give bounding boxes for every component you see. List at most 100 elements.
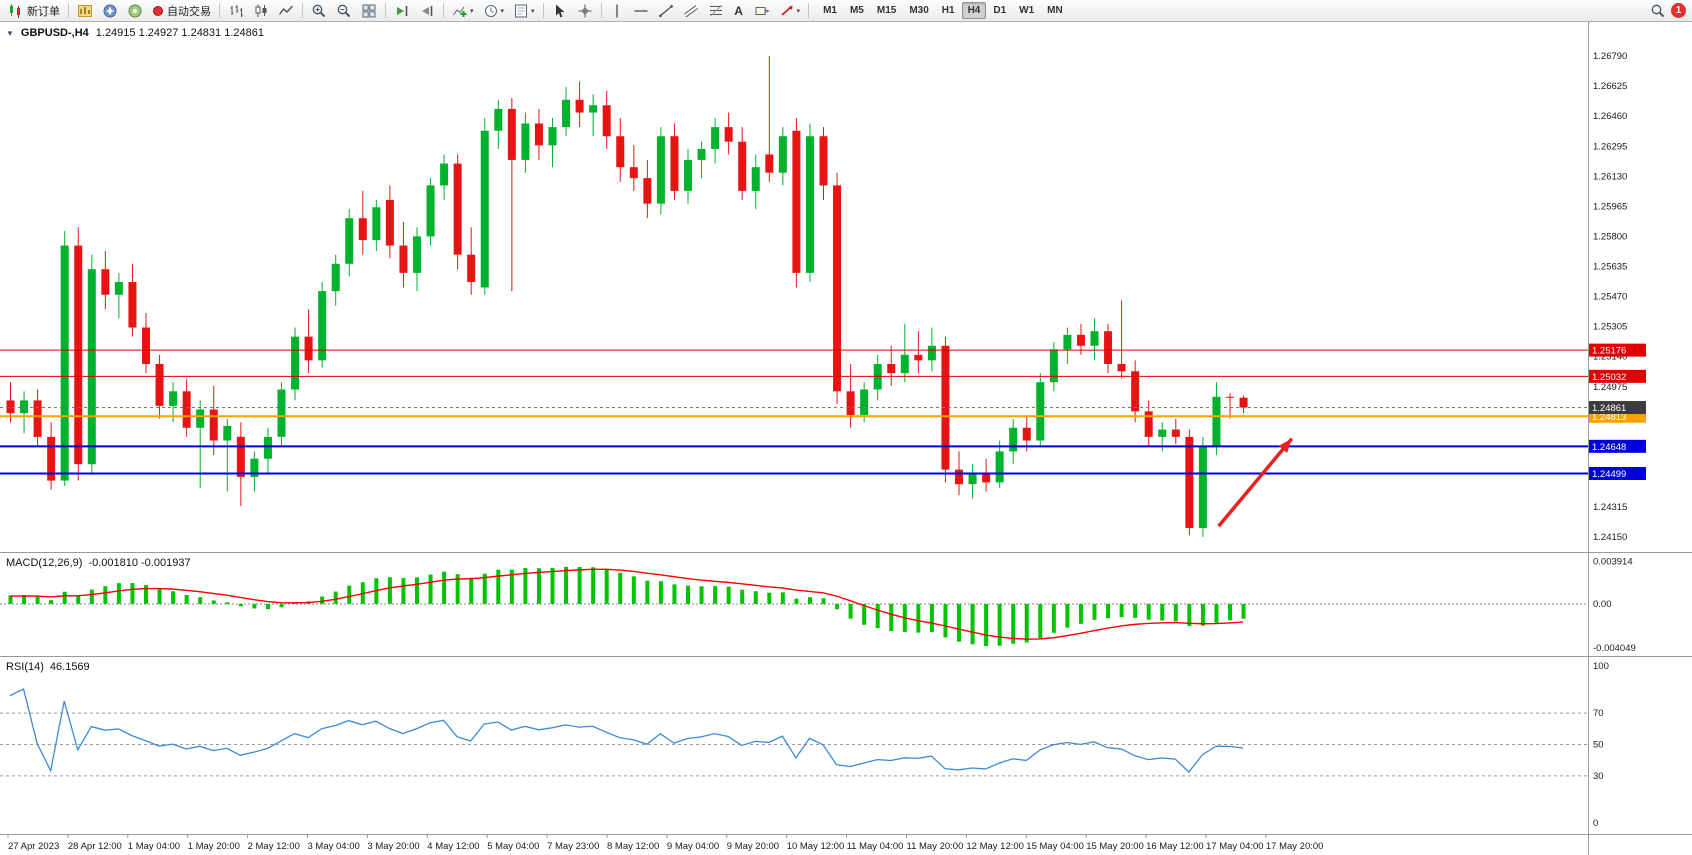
periods-button[interactable]: ▾ bbox=[479, 1, 509, 21]
arrow-tool-icon bbox=[780, 5, 793, 16]
svg-text:1.25965: 1.25965 bbox=[1593, 201, 1627, 212]
arrow-annotation[interactable] bbox=[1217, 437, 1294, 528]
navigator-icon bbox=[103, 4, 117, 17]
bar-chart-button[interactable] bbox=[224, 1, 248, 21]
candle bbox=[263, 427, 272, 474]
svg-text:28 Apr 12:00: 28 Apr 12:00 bbox=[68, 841, 122, 852]
templates-icon bbox=[515, 4, 528, 17]
new-order-label: 新订单 bbox=[27, 5, 60, 18]
periods-clock-icon bbox=[484, 4, 497, 17]
timeframe-w1[interactable]: W1 bbox=[1019, 5, 1035, 16]
candle bbox=[223, 418, 232, 492]
candle bbox=[982, 458, 991, 492]
market-watch-button[interactable] bbox=[73, 1, 97, 21]
chart-shift-button[interactable] bbox=[415, 1, 439, 21]
timeframe-h4[interactable]: H4 bbox=[961, 2, 987, 19]
line-chart-button[interactable] bbox=[274, 1, 298, 21]
svg-text:15 May 20:00: 15 May 20:00 bbox=[1086, 841, 1144, 852]
svg-text:1.25140: 1.25140 bbox=[1593, 352, 1627, 363]
timeframe-m15[interactable]: M15 bbox=[876, 5, 897, 16]
line-chart-icon bbox=[278, 5, 294, 15]
candle bbox=[372, 200, 381, 252]
candle bbox=[575, 81, 584, 128]
templates-button[interactable]: ▾ bbox=[509, 1, 539, 21]
timeframe-m1[interactable]: M1 bbox=[823, 5, 837, 16]
timeframe-h1[interactable]: H1 bbox=[941, 5, 955, 16]
svg-text:3 May 20:00: 3 May 20:00 bbox=[367, 841, 419, 852]
candle bbox=[534, 108, 543, 160]
candle bbox=[1131, 360, 1140, 423]
candle bbox=[819, 127, 828, 201]
one-click-trading-toggle[interactable]: ▼ bbox=[6, 28, 14, 38]
zoom-in-icon bbox=[312, 4, 326, 17]
auto-trading-status-icon bbox=[153, 5, 163, 16]
macd-label: MACD(12,26,9) -0.001810 -0.001937 bbox=[6, 557, 191, 569]
candle bbox=[1239, 395, 1248, 413]
fibonacci-button[interactable] bbox=[704, 1, 728, 21]
candle bbox=[711, 118, 720, 164]
svg-text:15 May 04:00: 15 May 04:00 bbox=[1026, 841, 1084, 852]
toolbar-separator bbox=[808, 3, 810, 18]
time-axis[interactable]: 27 Apr 2023 28 Apr 12:00 1 May 04:00 1 May … bbox=[7, 835, 1323, 852]
candle bbox=[453, 154, 462, 270]
horizontal-line-button[interactable] bbox=[629, 1, 653, 21]
candle bbox=[562, 87, 571, 137]
candle bbox=[995, 440, 1004, 488]
cursor-button[interactable] bbox=[548, 1, 572, 21]
candle bbox=[142, 312, 150, 374]
notification-badge[interactable]: 1 bbox=[1671, 3, 1686, 18]
timeframe-m5[interactable]: M5 bbox=[849, 5, 864, 16]
svg-text:1.25176: 1.25176 bbox=[1592, 346, 1626, 357]
new-order-button[interactable]: 新订单 bbox=[4, 1, 64, 21]
candle bbox=[345, 209, 354, 277]
candle bbox=[1212, 382, 1221, 456]
horizontal-line-icon bbox=[634, 9, 648, 12]
chart-window: 0.003914 0.00 -0.004049 100 70 50 30 0 1.26790 1.… bbox=[0, 22, 1692, 855]
svg-text:30: 30 bbox=[1593, 771, 1604, 782]
svg-text:16 May 12:00: 16 May 12:00 bbox=[1146, 841, 1204, 852]
candle bbox=[236, 422, 245, 507]
zoom-in-button[interactable] bbox=[307, 1, 331, 21]
terminal-button[interactable] bbox=[123, 1, 147, 21]
navigator-button[interactable] bbox=[98, 1, 122, 21]
auto-trading-button[interactable]: 自动交易 bbox=[148, 1, 215, 21]
search-button[interactable] bbox=[1646, 1, 1670, 21]
candlestick-button[interactable] bbox=[249, 1, 273, 21]
zoom-out-button[interactable] bbox=[332, 1, 356, 21]
svg-text:50: 50 bbox=[1593, 740, 1604, 751]
candle bbox=[426, 178, 435, 246]
channel-button[interactable] bbox=[679, 1, 703, 21]
candle bbox=[941, 336, 950, 483]
macd-values: -0.001810 -0.001937 bbox=[88, 557, 191, 569]
candle bbox=[738, 127, 747, 201]
price-level-badge: 1.24648 bbox=[1589, 439, 1646, 453]
candle bbox=[87, 254, 96, 474]
text-button[interactable]: A bbox=[729, 1, 749, 21]
candle bbox=[74, 227, 83, 481]
candle bbox=[33, 389, 42, 446]
trendline-icon bbox=[658, 4, 673, 17]
rsi-value: 46.1569 bbox=[49, 661, 90, 673]
candle bbox=[1226, 393, 1234, 419]
indicators-button[interactable]: ▾ bbox=[448, 1, 478, 21]
crosshair-button[interactable] bbox=[573, 1, 597, 21]
candle bbox=[1104, 323, 1113, 374]
chart-title: ▼ GBPUSD-,H4 1.24915 1.24927 1.24831 1.2… bbox=[6, 27, 264, 39]
market-watch-icon bbox=[78, 4, 92, 17]
candle bbox=[724, 112, 733, 155]
timeframe-m30[interactable]: M30 bbox=[909, 5, 929, 16]
candle bbox=[521, 112, 530, 173]
auto-scroll-button[interactable] bbox=[390, 1, 414, 21]
label-button[interactable] bbox=[750, 1, 774, 21]
vertical-line-button[interactable] bbox=[606, 1, 628, 21]
timeframe-d1[interactable]: D1 bbox=[993, 5, 1007, 16]
trendline-button[interactable] bbox=[654, 1, 678, 21]
candle bbox=[440, 154, 449, 201]
candle bbox=[47, 422, 56, 490]
timeframe-mn[interactable]: MN bbox=[1047, 5, 1063, 16]
arrows-button[interactable]: ▾ bbox=[775, 1, 805, 21]
chevron-down-icon: ▾ bbox=[500, 7, 505, 15]
candle bbox=[480, 118, 489, 295]
tile-windows-button[interactable] bbox=[357, 1, 381, 21]
rsi-label: RSI(14) 46.1569 bbox=[6, 661, 90, 673]
